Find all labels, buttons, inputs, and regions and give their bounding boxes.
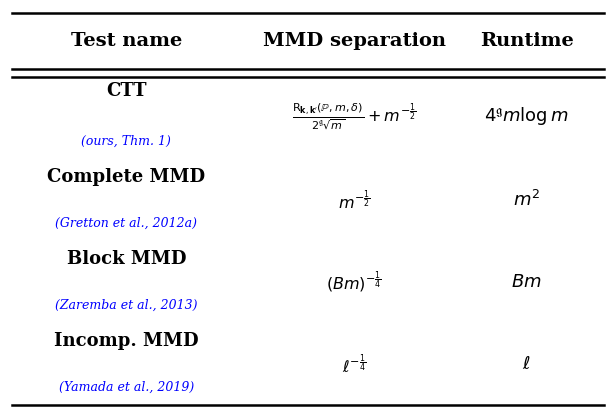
Text: $\frac{\mathrm{R}_{\mathbf{k},\mathbf{k}'}(\mathbb{P},m,\delta)}{2^{\mathfrak{g}: $\frac{\mathrm{R}_{\mathbf{k},\mathbf{k}… bbox=[292, 101, 416, 131]
Text: Incomp. MMD: Incomp. MMD bbox=[54, 332, 198, 350]
Text: $Bm$: $Bm$ bbox=[511, 273, 542, 291]
Text: MMD separation: MMD separation bbox=[262, 32, 446, 50]
Text: (Zaremba et al., 2013): (Zaremba et al., 2013) bbox=[55, 299, 198, 312]
Text: (Gretton et al., 2012a): (Gretton et al., 2012a) bbox=[55, 217, 197, 230]
Text: $m^{-\frac{1}{2}}$: $m^{-\frac{1}{2}}$ bbox=[338, 189, 371, 212]
Text: Test name: Test name bbox=[71, 32, 182, 50]
Text: $m^2$: $m^2$ bbox=[513, 190, 540, 210]
Text: $(Bm)^{-\frac{1}{4}}$: $(Bm)^{-\frac{1}{4}}$ bbox=[326, 270, 382, 295]
Text: $4^{\mathfrak{g}}m\log m$: $4^{\mathfrak{g}}m\log m$ bbox=[484, 105, 569, 127]
Text: Block MMD: Block MMD bbox=[67, 250, 186, 268]
Text: Runtime: Runtime bbox=[480, 32, 573, 50]
Text: CTT: CTT bbox=[106, 82, 147, 100]
Text: $\ell$: $\ell$ bbox=[522, 355, 531, 373]
Text: Complete MMD: Complete MMD bbox=[47, 168, 205, 186]
Text: (Yamada et al., 2019): (Yamada et al., 2019) bbox=[59, 381, 194, 394]
Text: $\ell^{-\frac{1}{4}}$: $\ell^{-\frac{1}{4}}$ bbox=[342, 353, 367, 376]
Text: (ours, Thm. 1): (ours, Thm. 1) bbox=[81, 135, 171, 148]
